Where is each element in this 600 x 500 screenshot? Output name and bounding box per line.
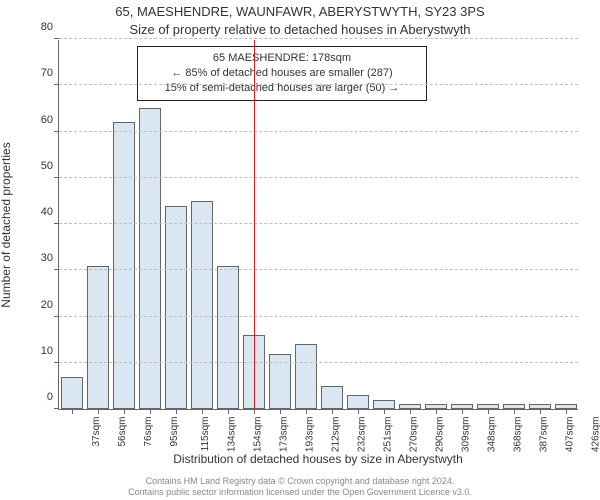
y-tick-label: 50 — [41, 160, 59, 172]
y-tick-mark — [54, 131, 59, 132]
x-tick-label: 348sqm — [487, 417, 498, 453]
x-tick-label: 212sqm — [331, 417, 342, 453]
x-tick-label: 173sqm — [279, 417, 290, 453]
marker-line — [254, 40, 255, 409]
y-tick-mark — [54, 223, 59, 224]
bar — [295, 344, 316, 409]
x-tick-label: 232sqm — [357, 417, 368, 453]
bar — [321, 386, 342, 409]
x-tick-mark — [332, 409, 333, 414]
x-tick-mark — [72, 409, 73, 414]
x-tick-label: 290sqm — [435, 417, 446, 453]
gridline-h — [59, 362, 578, 363]
bar — [165, 206, 186, 410]
x-tick-label: 407sqm — [565, 417, 576, 453]
y-tick-label: 10 — [41, 345, 59, 357]
x-tick-mark — [228, 409, 229, 414]
x-tick-label: 76sqm — [143, 417, 154, 447]
y-tick-mark — [54, 362, 59, 363]
footnote-line2: Contains public sector information licen… — [128, 487, 472, 497]
chart-stage: 65, MAESHENDRE, WAUNFAWR, ABERYSTWYTH, S… — [0, 0, 600, 500]
x-tick-mark — [410, 409, 411, 414]
x-tick-mark — [436, 409, 437, 414]
footnote: Contains HM Land Registry data © Crown c… — [4, 476, 596, 499]
x-tick-mark — [98, 409, 99, 414]
y-tick-mark — [54, 177, 59, 178]
plot-area: 65 MAESHENDRE: 178sqm← 85% of detached h… — [58, 40, 578, 410]
x-tick-label: 37sqm — [91, 417, 102, 447]
x-tick-mark — [306, 409, 307, 414]
gridline-h — [59, 84, 578, 85]
gridline-h — [59, 131, 578, 132]
x-tick-label: 193sqm — [305, 417, 316, 453]
y-tick-label: 80 — [41, 21, 59, 33]
x-tick-label: 270sqm — [409, 417, 420, 453]
y-tick-mark — [54, 38, 59, 39]
x-tick-label: 251sqm — [383, 417, 394, 453]
y-tick-label: 60 — [41, 114, 59, 126]
chart-title-sub: Size of property relative to detached ho… — [0, 22, 600, 37]
x-tick-label: 115sqm — [200, 417, 211, 452]
gridline-h — [59, 269, 578, 270]
footnote-line1: Contains HM Land Registry data © Crown c… — [146, 476, 455, 486]
x-tick-mark — [540, 409, 541, 414]
x-tick-mark — [462, 409, 463, 414]
y-tick-mark — [54, 408, 59, 409]
bar — [87, 266, 108, 409]
x-tick-mark — [254, 409, 255, 414]
x-tick-mark — [514, 409, 515, 414]
y-tick-label: 0 — [47, 391, 59, 403]
x-axis-label: Distribution of detached houses by size … — [58, 452, 578, 466]
bar — [373, 400, 394, 409]
marker-annotation: 65 MAESHENDRE: 178sqm← 85% of detached h… — [137, 46, 427, 101]
bar — [61, 377, 82, 409]
x-tick-label: 426sqm — [591, 417, 600, 453]
bar — [113, 122, 134, 409]
gridline-h — [59, 316, 578, 317]
y-tick-label: 40 — [41, 206, 59, 218]
x-tick-label: 56sqm — [117, 417, 128, 447]
annotation-line: 65 MAESHENDRE: 178sqm — [146, 51, 418, 66]
x-tick-mark — [384, 409, 385, 414]
x-tick-mark — [202, 409, 203, 414]
gridline-h — [59, 223, 578, 224]
x-tick-mark — [280, 409, 281, 414]
y-tick-label: 30 — [41, 252, 59, 264]
x-tick-mark — [150, 409, 151, 414]
y-tick-label: 70 — [41, 67, 59, 79]
x-tick-label: 387sqm — [539, 417, 550, 453]
x-tick-label: 309sqm — [461, 417, 472, 453]
bar — [139, 108, 160, 409]
annotation-line: 15% of semi-detached houses are larger (… — [146, 81, 418, 96]
gridline-h — [59, 38, 578, 39]
x-tick-label: 154sqm — [253, 417, 264, 453]
y-tick-mark — [54, 316, 59, 317]
x-tick-mark — [176, 409, 177, 414]
bar — [191, 201, 212, 409]
chart-title-main: 65, MAESHENDRE, WAUNFAWR, ABERYSTWYTH, S… — [0, 4, 600, 19]
y-tick-mark — [54, 84, 59, 85]
y-tick-mark — [54, 269, 59, 270]
bar — [217, 266, 238, 409]
gridline-h — [59, 177, 578, 178]
annotation-line: ← 85% of detached houses are smaller (28… — [146, 66, 418, 81]
bar — [347, 395, 368, 409]
x-tick-label: 368sqm — [513, 417, 524, 453]
x-tick-mark — [488, 409, 489, 414]
x-tick-mark — [358, 409, 359, 414]
x-tick-mark — [566, 409, 567, 414]
y-tick-label: 20 — [41, 299, 59, 311]
y-axis-label: Number of detached properties — [0, 142, 13, 307]
x-tick-mark — [124, 409, 125, 414]
x-tick-label: 95sqm — [169, 417, 180, 447]
x-tick-label: 134sqm — [227, 417, 238, 453]
